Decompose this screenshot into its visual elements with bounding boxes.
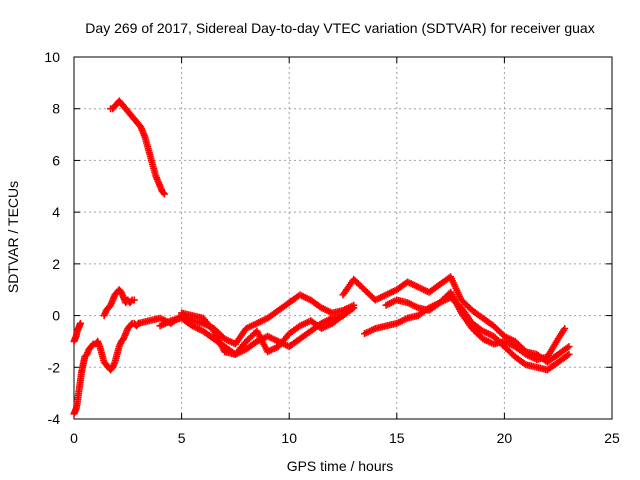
x-axis-label: GPS time / hours	[287, 458, 394, 474]
y-tick-label: 4	[52, 204, 60, 220]
y-tick-label: 0	[52, 308, 60, 324]
grid-lines	[74, 57, 612, 419]
tick-labels: 0 5 10 15 20 25 -4 -2 0 2 4 6 8 10	[44, 49, 620, 446]
y-tick-label: 2	[52, 256, 60, 272]
data-point	[350, 304, 358, 312]
x-tick-label: 20	[497, 430, 513, 446]
y-tick-label: 10	[44, 49, 60, 65]
data-points	[70, 97, 573, 418]
data-point	[127, 297, 135, 305]
data-point	[88, 341, 96, 349]
x-tick-label: 5	[178, 430, 186, 446]
series-arc-early-short	[70, 319, 84, 345]
data-point	[159, 189, 167, 197]
series-arc-high	[107, 97, 168, 198]
y-tick-label: -2	[48, 359, 61, 375]
y-tick-label: 6	[52, 152, 60, 168]
series-arc-mid-c	[178, 309, 347, 358]
x-tick-label: 10	[281, 430, 297, 446]
plot-frame	[73, 56, 613, 420]
y-tick-label: 8	[52, 101, 60, 117]
data-point	[160, 190, 168, 198]
data-point	[561, 325, 569, 332]
series-arc-early-low	[70, 319, 143, 418]
y-tick-label: -4	[48, 411, 61, 427]
x-tick-label: 25	[604, 430, 620, 446]
y-axis-label: SDTVAR / TECUs	[5, 181, 21, 293]
x-tick-label: 15	[389, 430, 405, 446]
series-arc-bump	[100, 286, 138, 320]
data-point	[76, 319, 84, 327]
plot-border	[73, 56, 613, 420]
x-tick-label: 0	[70, 430, 78, 446]
tick-marks	[73, 56, 613, 420]
series-arc-late-a	[339, 273, 573, 366]
series-arc-late-c	[382, 288, 569, 364]
data-point	[565, 343, 573, 351]
data-point	[565, 350, 573, 358]
chart-title: Day 269 of 2017, Sidereal Day-to-day VTE…	[85, 20, 594, 36]
data-point	[130, 296, 138, 304]
data-point	[339, 312, 347, 320]
